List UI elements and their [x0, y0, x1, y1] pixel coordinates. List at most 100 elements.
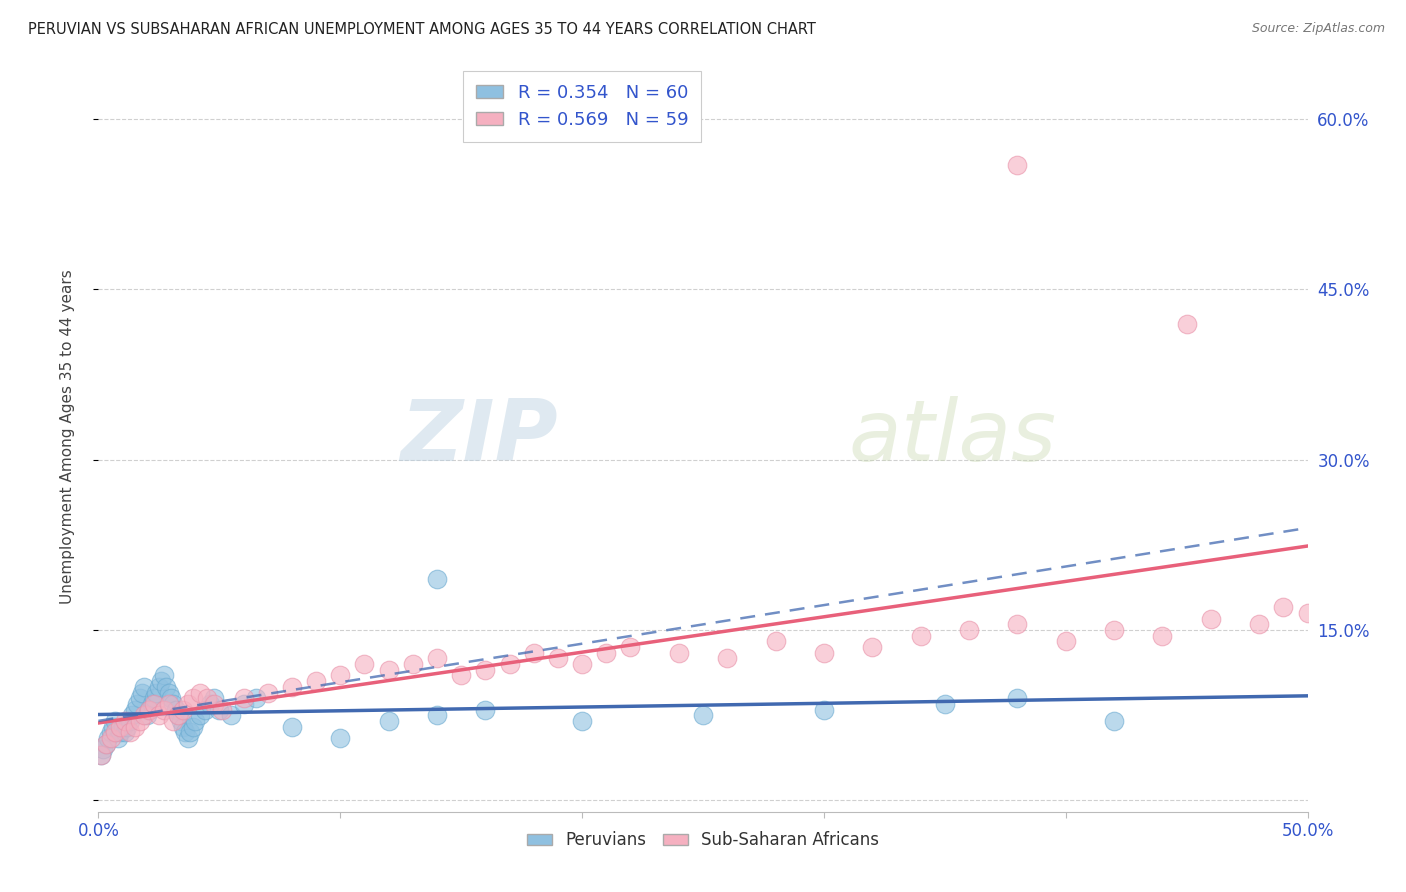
Point [426, 651, 449, 665]
Point [353, 657, 375, 672]
Point [94, 737, 117, 751]
Point [1296, 606, 1319, 620]
Point [127, 697, 149, 711]
Point [128, 714, 150, 728]
Point [619, 640, 641, 654]
Point [162, 697, 184, 711]
Point [450, 668, 472, 682]
Legend: Peruvians, Sub-Saharan Africans: Peruvians, Sub-Saharan Africans [520, 824, 886, 855]
Point [765, 634, 787, 648]
Point [211, 702, 233, 716]
Point [498, 657, 520, 672]
Point [148, 708, 170, 723]
Point [523, 646, 546, 660]
Point [813, 702, 835, 716]
Point [104, 714, 127, 728]
Point [184, 714, 207, 728]
Point [118, 714, 141, 728]
Point [179, 725, 201, 739]
Point [1199, 612, 1222, 626]
Point [195, 691, 218, 706]
Point [162, 714, 184, 728]
Point [245, 691, 267, 706]
Point [148, 680, 170, 694]
Point [208, 702, 231, 716]
Point [160, 691, 183, 706]
Point [152, 702, 174, 716]
Point [143, 697, 166, 711]
Point [138, 702, 160, 716]
Point [91, 742, 114, 756]
Point [1054, 634, 1077, 648]
Text: ZIP: ZIP [401, 395, 558, 479]
Point [134, 680, 156, 694]
Point [97, 731, 120, 745]
Point [1152, 629, 1174, 643]
Point [692, 708, 714, 723]
Point [1007, 691, 1029, 706]
Point [860, 640, 883, 654]
Point [157, 697, 180, 711]
Point [104, 725, 127, 739]
Point [957, 623, 980, 637]
Point [281, 680, 304, 694]
Point [134, 708, 156, 723]
Point [101, 720, 124, 734]
Point [1102, 714, 1125, 728]
Point [668, 646, 690, 660]
Point [121, 708, 143, 723]
Point [571, 714, 593, 728]
Point [135, 708, 157, 723]
Point [188, 708, 211, 723]
Y-axis label: Unemployment Among Ages 35 to 44 years: Unemployment Among Ages 35 to 44 years [60, 269, 75, 605]
Point [131, 685, 153, 699]
Point [155, 680, 177, 694]
Point [402, 657, 425, 672]
Point [329, 731, 352, 745]
Point [181, 691, 204, 706]
Point [114, 714, 136, 728]
Point [157, 685, 180, 699]
Point [177, 731, 200, 745]
Point [221, 708, 243, 723]
Point [167, 708, 190, 723]
Point [150, 674, 173, 689]
Point [281, 720, 304, 734]
Point [107, 731, 129, 745]
Point [426, 572, 449, 586]
Point [595, 646, 617, 660]
Point [934, 697, 956, 711]
Point [172, 702, 194, 716]
Point [188, 685, 211, 699]
Text: atlas: atlas [848, 395, 1056, 479]
Point [198, 697, 221, 711]
Point [181, 720, 204, 734]
Point [100, 725, 122, 739]
Point [305, 674, 328, 689]
Point [90, 747, 112, 762]
Point [1272, 600, 1295, 615]
Point [426, 708, 449, 723]
Point [117, 720, 139, 734]
Point [232, 697, 254, 711]
Point [114, 725, 136, 739]
Point [1102, 623, 1125, 637]
Point [94, 737, 117, 751]
Point [1007, 617, 1029, 632]
Point [329, 668, 352, 682]
Point [143, 691, 166, 706]
Point [128, 691, 150, 706]
Point [172, 720, 194, 734]
Point [165, 702, 187, 716]
Text: PERUVIAN VS SUBSAHARAN AFRICAN UNEMPLOYMENT AMONG AGES 35 TO 44 YEARS CORRELATIO: PERUVIAN VS SUBSAHARAN AFRICAN UNEMPLOYM… [28, 22, 815, 37]
Point [138, 702, 160, 716]
Point [547, 651, 569, 665]
Point [204, 691, 226, 706]
Point [256, 685, 278, 699]
Point [813, 646, 835, 660]
Point [194, 702, 217, 716]
Point [141, 697, 163, 711]
Point [174, 725, 197, 739]
Point [474, 702, 496, 716]
Point [169, 714, 191, 728]
